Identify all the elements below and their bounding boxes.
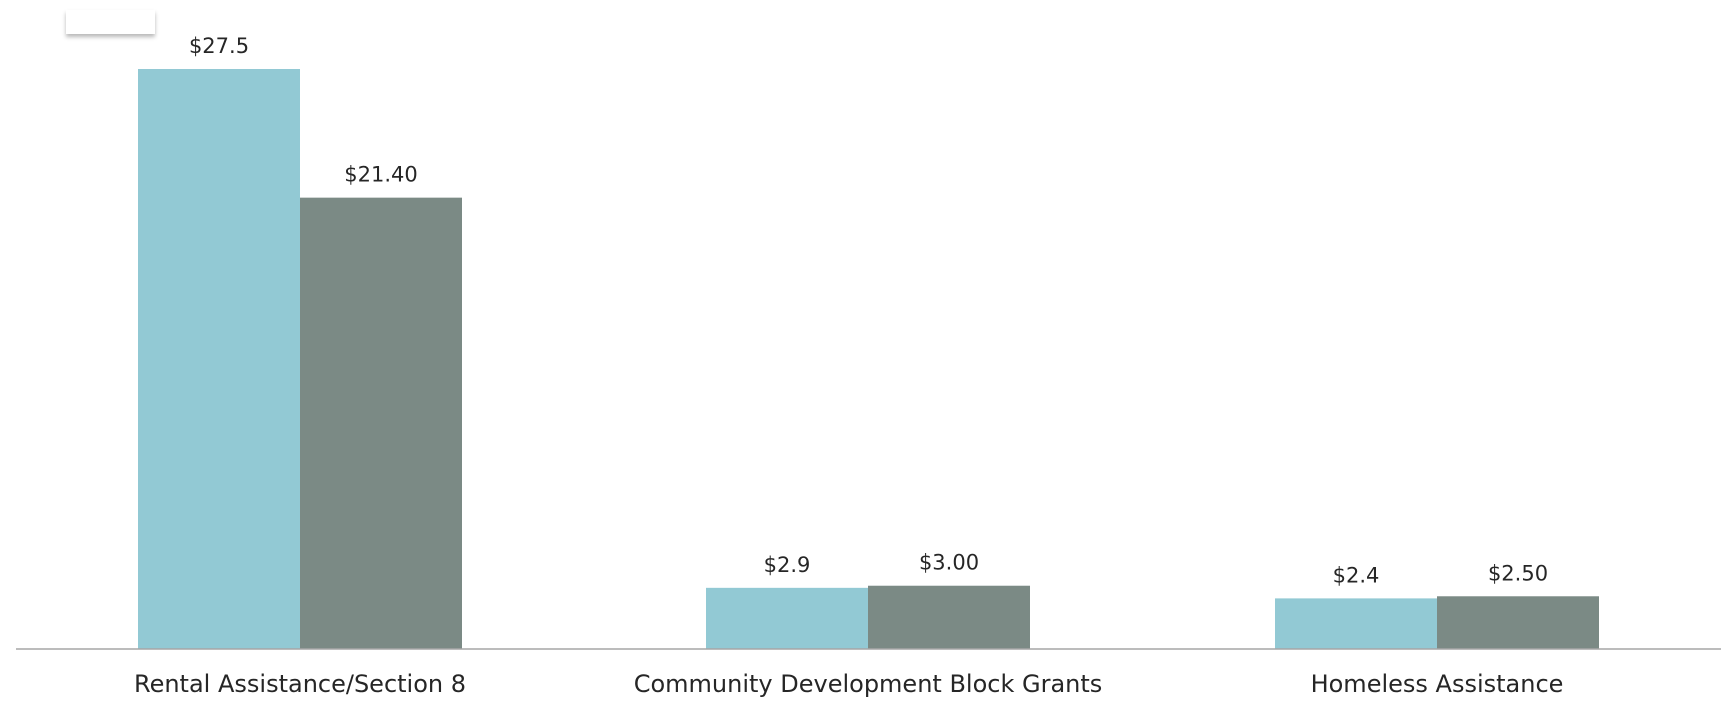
data-label-community-development-block-grants-s1: $2.9 (764, 553, 811, 577)
data-label-rental-assistance-section-8-s1: $27.5 (189, 34, 249, 58)
data-label-homeless-assistance-s1: $2.4 (1333, 563, 1380, 587)
legend-box (66, 10, 155, 34)
data-label-community-development-block-grants-s2: $3.00 (919, 551, 979, 575)
bars-layer (138, 69, 1599, 649)
bar-homeless-assistance-s1 (1275, 598, 1437, 649)
bar-homeless-assistance-s2 (1437, 596, 1599, 649)
category-label-community-development-block-grants: Community Development Block Grants (634, 670, 1103, 698)
bar-rental-assistance-section-8-s1 (138, 69, 300, 649)
data-label-rental-assistance-section-8-s2: $21.40 (344, 163, 417, 187)
category-label-rental-assistance-section-8: Rental Assistance/Section 8 (134, 670, 466, 698)
category-label-homeless-assistance: Homeless Assistance (1311, 670, 1564, 698)
bar-rental-assistance-section-8-s2 (300, 197, 462, 649)
labels-layer: $27.5 $21.40 Rental Assistance/Section 8 $2… (134, 34, 1563, 698)
data-label-homeless-assistance-s2: $2.50 (1488, 561, 1548, 585)
bar-community-development-block-grants-s1 (706, 587, 868, 649)
bar-community-development-block-grants-s2 (868, 585, 1030, 649)
